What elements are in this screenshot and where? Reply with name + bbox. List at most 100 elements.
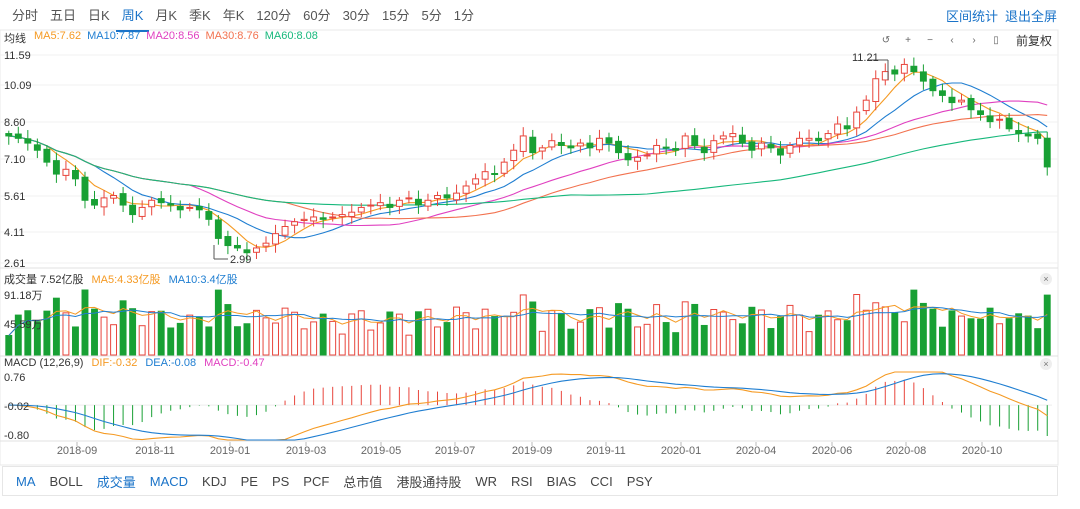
volume-bar <box>167 327 175 356</box>
adjust-select[interactable]: 前复权 <box>1015 34 1052 48</box>
tab-7[interactable]: 年K <box>222 8 245 23</box>
candle <box>700 146 708 154</box>
tab-4[interactable]: 周K <box>115 0 150 32</box>
volume-bar <box>491 316 499 356</box>
prev-icon[interactable]: ‹ <box>950 34 954 46</box>
indicator-tab[interactable]: 成交量 <box>96 474 136 490</box>
ma-legend-item: MA60:8.08 <box>264 30 318 42</box>
candle <box>72 169 79 180</box>
volume-bar <box>272 322 279 356</box>
tab-13[interactable]: 1分 <box>453 8 474 23</box>
volume-ma10: MA10:3.4亿股 <box>168 274 238 286</box>
volume-bar <box>815 314 823 356</box>
ma-legend: 均线 MA5:7.62 MA10:7.87 MA20:8.56 MA30:8.76 MA… <box>4 30 318 46</box>
x-tick-label: 2019-09 <box>511 445 553 457</box>
chart-frame <box>0 29 1059 466</box>
volume-bar <box>253 309 260 356</box>
volume-bar <box>843 320 851 356</box>
indicator-tab[interactable]: WR <box>475 473 497 489</box>
volume-bar <box>395 313 403 356</box>
candle <box>996 118 1004 121</box>
indicator-tab[interactable]: RSI <box>511 473 533 489</box>
close-volume-icon[interactable]: × <box>1040 273 1052 285</box>
tab-11[interactable]: 15分 <box>382 8 410 23</box>
tab-12[interactable]: 5分 <box>421 8 442 23</box>
volume-bar <box>462 312 470 356</box>
volume-bar <box>862 309 870 356</box>
indicator-tab[interactable]: KDJ <box>202 473 227 489</box>
candle <box>176 205 184 211</box>
candle <box>948 96 956 104</box>
indicator-tab[interactable]: CCI <box>590 473 613 489</box>
candle <box>472 178 480 185</box>
indicator-tab[interactable]: BIAS <box>546 473 577 489</box>
tab-5[interactable]: 月K <box>155 8 178 23</box>
close-macd-icon[interactable]: × <box>1040 358 1052 370</box>
volume-bar <box>434 326 441 356</box>
volume-bar <box>481 308 489 356</box>
volume-bar <box>853 294 861 356</box>
indicator-tab[interactable]: MACD <box>149 473 189 489</box>
tab-9[interactable]: 60分 <box>303 8 331 23</box>
candle <box>62 168 70 176</box>
tab-6[interactable]: 季K <box>189 8 211 23</box>
tab-2[interactable]: 五日 <box>50 8 77 23</box>
volume-bar <box>605 327 613 356</box>
volume-bar <box>967 318 975 356</box>
volume-bar <box>615 303 622 356</box>
candle <box>881 71 889 81</box>
volume-bar <box>958 315 965 356</box>
exit-fullscreen-link[interactable]: 退出全屏 <box>1005 9 1058 24</box>
candle <box>729 133 737 138</box>
candle <box>538 147 546 152</box>
candle <box>738 134 746 144</box>
candle <box>786 144 794 154</box>
candle <box>281 225 289 236</box>
indicator-tab[interactable]: PE <box>240 473 258 489</box>
indicator-tab[interactable]: PSY <box>626 473 653 489</box>
volume-bar <box>319 313 327 356</box>
indicator-tab[interactable]: 港股通持股 <box>396 474 462 490</box>
next-icon[interactable]: › <box>972 34 976 46</box>
indicator-tab[interactable]: PS <box>271 473 290 489</box>
ma10-line <box>8 82 1048 239</box>
tab-1[interactable]: 分时 <box>12 8 39 23</box>
indicator-tab[interactable]: PCF <box>303 473 330 489</box>
volume-bar <box>929 308 937 356</box>
indicator-tab[interactable]: BOLL <box>49 473 83 489</box>
volume-bar <box>357 310 365 356</box>
price-tick: 2.61 <box>4 258 26 270</box>
volume-bar <box>176 322 184 356</box>
zoom-out-icon[interactable]: − <box>927 34 933 46</box>
volume-bar <box>1034 328 1042 356</box>
zoom-in-icon[interactable]: + <box>905 34 911 46</box>
undo-icon[interactable]: ↺ <box>881 34 891 46</box>
candle <box>443 194 451 199</box>
range-stats-link[interactable]: 区间统计 <box>946 9 999 24</box>
volume-bar <box>110 324 118 356</box>
tab-3[interactable]: 日K <box>88 8 110 23</box>
volume-bar <box>996 323 1004 356</box>
x-tick-label: 2019-01 <box>209 445 251 457</box>
candle <box>548 140 556 148</box>
candle <box>148 199 156 208</box>
volume-bar <box>310 321 318 356</box>
ma-legend-item: MA30:8.76 <box>205 30 259 42</box>
tab-8[interactable]: 120分 <box>256 8 292 23</box>
x-tick-label: 2019-03 <box>285 445 327 457</box>
indicator-tab[interactable]: MA <box>16 473 36 489</box>
volume-bar <box>767 328 775 356</box>
volume-bar <box>224 304 232 356</box>
volume-bar <box>233 326 241 356</box>
fullscreen-icon[interactable]: ▯ <box>993 34 999 46</box>
price-tick: 11.59 <box>4 50 31 62</box>
candle <box>967 98 975 111</box>
tab-10[interactable]: 30分 <box>342 8 371 23</box>
candle <box>748 141 756 151</box>
volume-bar <box>52 297 60 356</box>
volume-bar <box>214 289 222 356</box>
indicator-tab[interactable]: 总市值 <box>343 474 383 490</box>
candle <box>214 219 222 239</box>
candle <box>643 154 651 157</box>
